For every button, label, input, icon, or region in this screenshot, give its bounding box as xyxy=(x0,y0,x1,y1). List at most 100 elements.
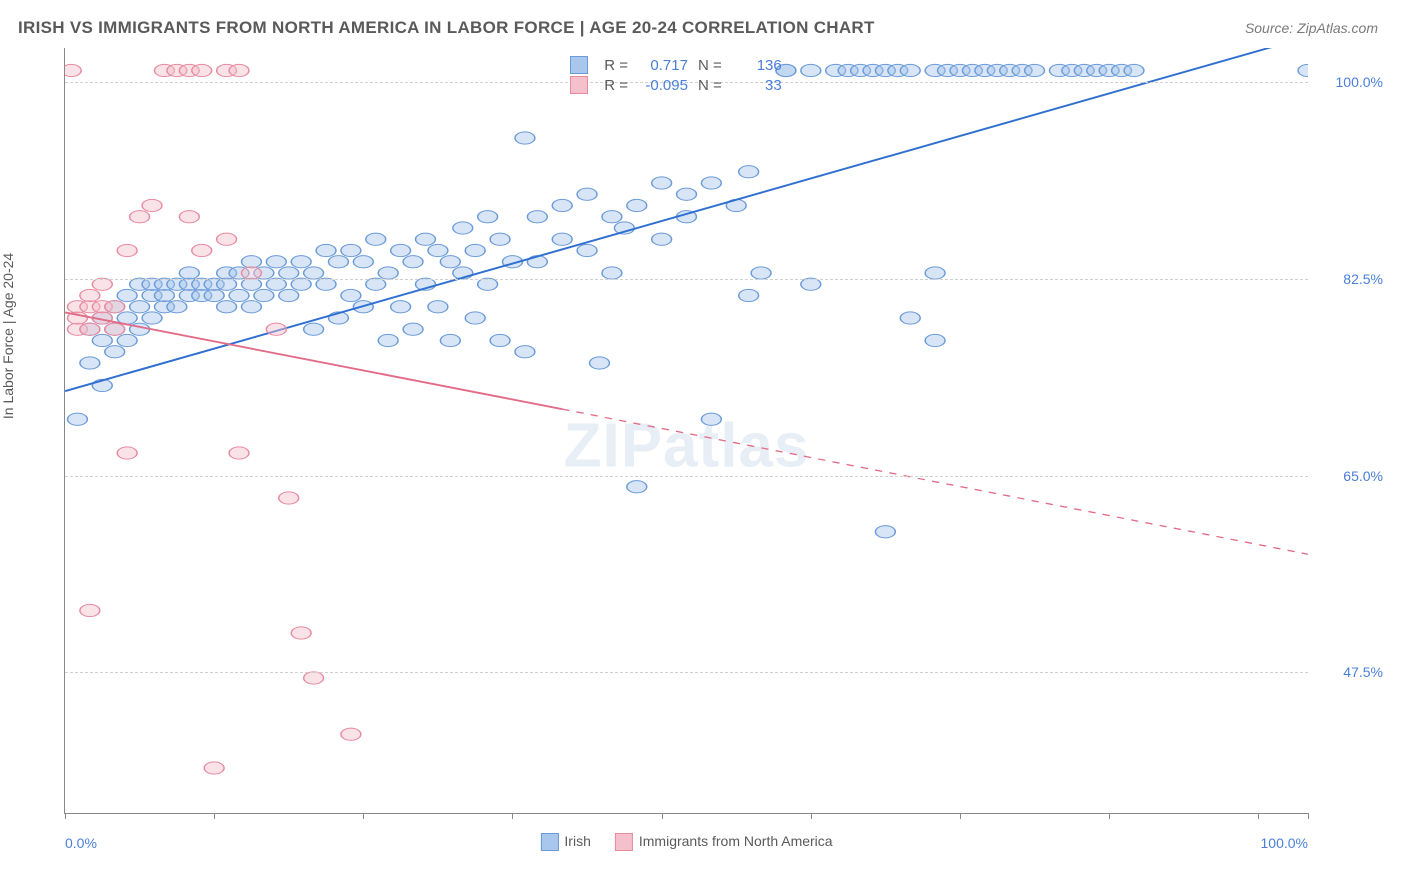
scatter-point xyxy=(1298,64,1308,76)
scatter-point xyxy=(117,244,137,256)
scatter-point xyxy=(478,278,498,290)
scatter-point xyxy=(142,312,162,324)
scatter-point xyxy=(440,256,460,268)
x-tick xyxy=(1109,813,1110,819)
scatter-point xyxy=(403,323,423,335)
x-tick xyxy=(1258,813,1259,819)
scatter-point xyxy=(204,762,224,774)
scatter-point xyxy=(217,278,237,290)
scatter-point xyxy=(279,267,299,279)
scatter-point xyxy=(1124,64,1144,76)
scatter-point xyxy=(366,233,386,245)
x-tick xyxy=(811,813,812,819)
scatter-point xyxy=(192,64,212,76)
scatter-point xyxy=(378,334,398,346)
legend-swatch xyxy=(540,833,558,851)
scatter-point xyxy=(577,244,597,256)
scatter-point xyxy=(341,728,361,740)
scatter-point xyxy=(167,301,187,313)
scatter-point xyxy=(80,323,100,335)
x-axis-label: 100.0% xyxy=(1261,835,1308,851)
scatter-point xyxy=(179,267,199,279)
y-tick-label: 100.0% xyxy=(1336,74,1383,90)
scatter-point xyxy=(478,211,498,223)
scatter-point xyxy=(875,526,895,538)
scatter-point xyxy=(391,301,411,313)
scatter-point xyxy=(739,289,759,301)
scatter-point xyxy=(391,244,411,256)
scatter-point xyxy=(229,289,249,301)
scatter-point xyxy=(416,233,436,245)
scatter-point xyxy=(801,278,821,290)
scatter-point xyxy=(465,312,485,324)
scatter-point xyxy=(217,301,237,313)
scatter-point xyxy=(453,222,473,234)
scatter-point xyxy=(552,233,572,245)
scatter-point xyxy=(304,672,324,684)
scatter-point xyxy=(652,177,672,189)
scatter-point xyxy=(701,413,721,425)
scatter-point xyxy=(329,256,349,268)
legend-swatch xyxy=(570,56,588,74)
legend: Irish Immigrants from North America xyxy=(540,833,832,851)
scatter-point xyxy=(304,323,324,335)
x-axis-label: 0.0% xyxy=(65,835,97,851)
x-tick xyxy=(512,813,513,819)
scatter-point xyxy=(254,289,274,301)
scatter-point xyxy=(80,604,100,616)
scatter-point xyxy=(925,334,945,346)
scatter-point xyxy=(701,177,721,189)
scatter-point xyxy=(279,289,299,301)
scatter-point xyxy=(92,278,112,290)
gridline-h xyxy=(65,672,1308,673)
chart-container: In Labor Force | Age 20-24 ZIPatlas 100.… xyxy=(18,48,1388,874)
y-tick-label: 82.5% xyxy=(1343,271,1383,287)
scatter-point xyxy=(266,256,286,268)
scatter-point xyxy=(291,256,311,268)
scatter-point xyxy=(242,301,262,313)
scatter-point xyxy=(341,289,361,301)
stats-box: R =0.717 N =136R =-0.095 N =33 xyxy=(562,52,790,100)
x-tick xyxy=(960,813,961,819)
x-tick xyxy=(65,813,66,819)
scatter-point xyxy=(154,289,174,301)
scatter-point xyxy=(552,199,572,211)
legend-item: Irish xyxy=(540,833,590,851)
scatter-point xyxy=(900,64,920,76)
scatter-point xyxy=(316,278,336,290)
scatter-point xyxy=(801,64,821,76)
legend-item: Immigrants from North America xyxy=(615,833,833,851)
scatter-point xyxy=(80,357,100,369)
scatter-point xyxy=(490,334,510,346)
scatter-point xyxy=(900,312,920,324)
x-tick xyxy=(1308,813,1309,819)
scatter-point xyxy=(242,256,262,268)
scatter-point xyxy=(242,267,262,279)
scatter-point xyxy=(130,301,150,313)
trend-line-dashed xyxy=(562,409,1308,554)
scatter-point xyxy=(291,627,311,639)
scatter-point xyxy=(527,211,547,223)
scatter-point xyxy=(179,211,199,223)
scatter-point xyxy=(229,64,249,76)
plot-area: ZIPatlas 100.0%82.5%65.0%47.5%0.0%100.0%… xyxy=(64,48,1308,814)
scatter-point xyxy=(266,278,286,290)
scatter-svg xyxy=(65,48,1308,813)
scatter-point xyxy=(117,447,137,459)
scatter-point xyxy=(65,64,81,76)
scatter-point xyxy=(266,323,286,335)
scatter-point xyxy=(428,301,448,313)
scatter-point xyxy=(925,267,945,279)
scatter-point xyxy=(602,267,622,279)
scatter-point xyxy=(590,357,610,369)
scatter-point xyxy=(739,166,759,178)
scatter-point xyxy=(627,481,647,493)
x-tick xyxy=(214,813,215,819)
scatter-point xyxy=(105,323,125,335)
scatter-point xyxy=(105,301,125,313)
x-tick xyxy=(662,813,663,819)
scatter-point xyxy=(105,346,125,358)
scatter-point xyxy=(217,233,237,245)
scatter-point xyxy=(1025,64,1045,76)
scatter-point xyxy=(627,199,647,211)
